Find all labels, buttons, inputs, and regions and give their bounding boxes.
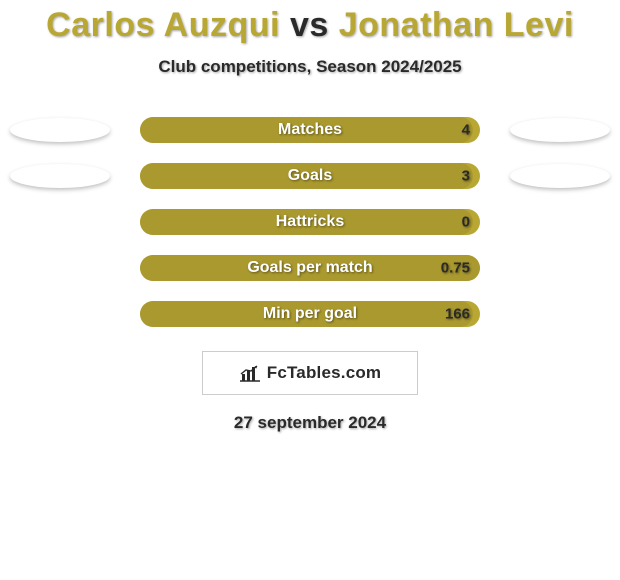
stat-bar-fill <box>140 163 473 189</box>
stat-row: Goals3 <box>10 153 610 199</box>
player-b-name: Jonathan Levi <box>339 6 574 44</box>
stat-bar: Min per goal166 <box>140 301 480 327</box>
player-a-marker <box>10 118 110 142</box>
page-title: Carlos Auzqui vs Jonathan Levi <box>0 0 620 45</box>
stat-row: Min per goal166 <box>10 291 610 337</box>
brand-text: FcTables.com <box>267 363 382 383</box>
date-line: 27 september 2024 <box>0 413 620 433</box>
stat-row: Hattricks0 <box>10 199 610 245</box>
stat-row: Matches4 <box>10 107 610 153</box>
player-a-marker <box>10 164 110 188</box>
player-a-name: Carlos Auzqui <box>46 6 280 44</box>
stat-bar: Matches4 <box>140 117 480 143</box>
stat-bar: Hattricks0 <box>140 209 480 235</box>
bar-chart-icon <box>239 364 261 382</box>
stat-bar: Goals3 <box>140 163 480 189</box>
comparison-chart: Matches4 Goals3 Hattricks0 Goals per match0… <box>10 107 610 337</box>
stat-row: Goals per match0.75 <box>10 245 610 291</box>
vs-separator: vs <box>290 6 329 44</box>
stat-bar-fill <box>140 209 473 235</box>
stat-bar-fill <box>140 255 480 281</box>
brand-badge: FcTables.com <box>202 351 418 395</box>
player-b-marker <box>510 164 610 188</box>
stat-bar: Goals per match0.75 <box>140 255 480 281</box>
player-b-marker <box>510 118 610 142</box>
subtitle: Club competitions, Season 2024/2025 <box>0 57 620 77</box>
stat-bar-fill <box>140 301 473 327</box>
stat-bar-fill <box>140 117 473 143</box>
